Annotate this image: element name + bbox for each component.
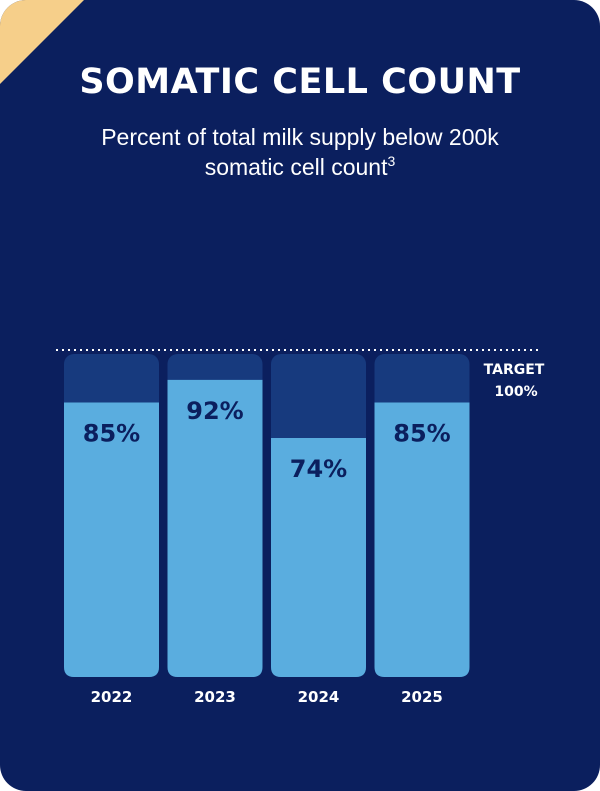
value-label-2023: 92% — [186, 397, 243, 425]
x-tick-label-2024: 2024 — [298, 688, 340, 706]
value-label-2022: 85% — [83, 419, 140, 447]
x-tick-label-2025: 2025 — [401, 688, 443, 706]
x-tick-label-2023: 2023 — [194, 688, 236, 706]
corner-accent — [0, 0, 84, 84]
subtitle-text: Percent of total milk supply below 200k … — [101, 124, 499, 180]
footnote-marker: 3 — [387, 153, 396, 169]
bar-2022 — [64, 402, 159, 677]
bars-group: 85% 2022 92% 2023 74% 2024 85% 2025 — [64, 354, 470, 706]
value-label-2025: 85% — [393, 419, 450, 447]
chart-subtitle: Percent of total milk supply below 200k … — [60, 122, 540, 182]
value-label-2024: 74% — [290, 455, 347, 483]
target-label-line1: TARGET — [484, 362, 545, 378]
target-label-line2: 100% — [494, 384, 537, 400]
bar-2024 — [271, 437, 366, 677]
bar-2025 — [374, 402, 470, 677]
x-tick-label-2022: 2022 — [91, 688, 133, 706]
chart-title: SOMATIC CELL COUNT — [79, 62, 521, 102]
bar-2023 — [167, 379, 263, 677]
